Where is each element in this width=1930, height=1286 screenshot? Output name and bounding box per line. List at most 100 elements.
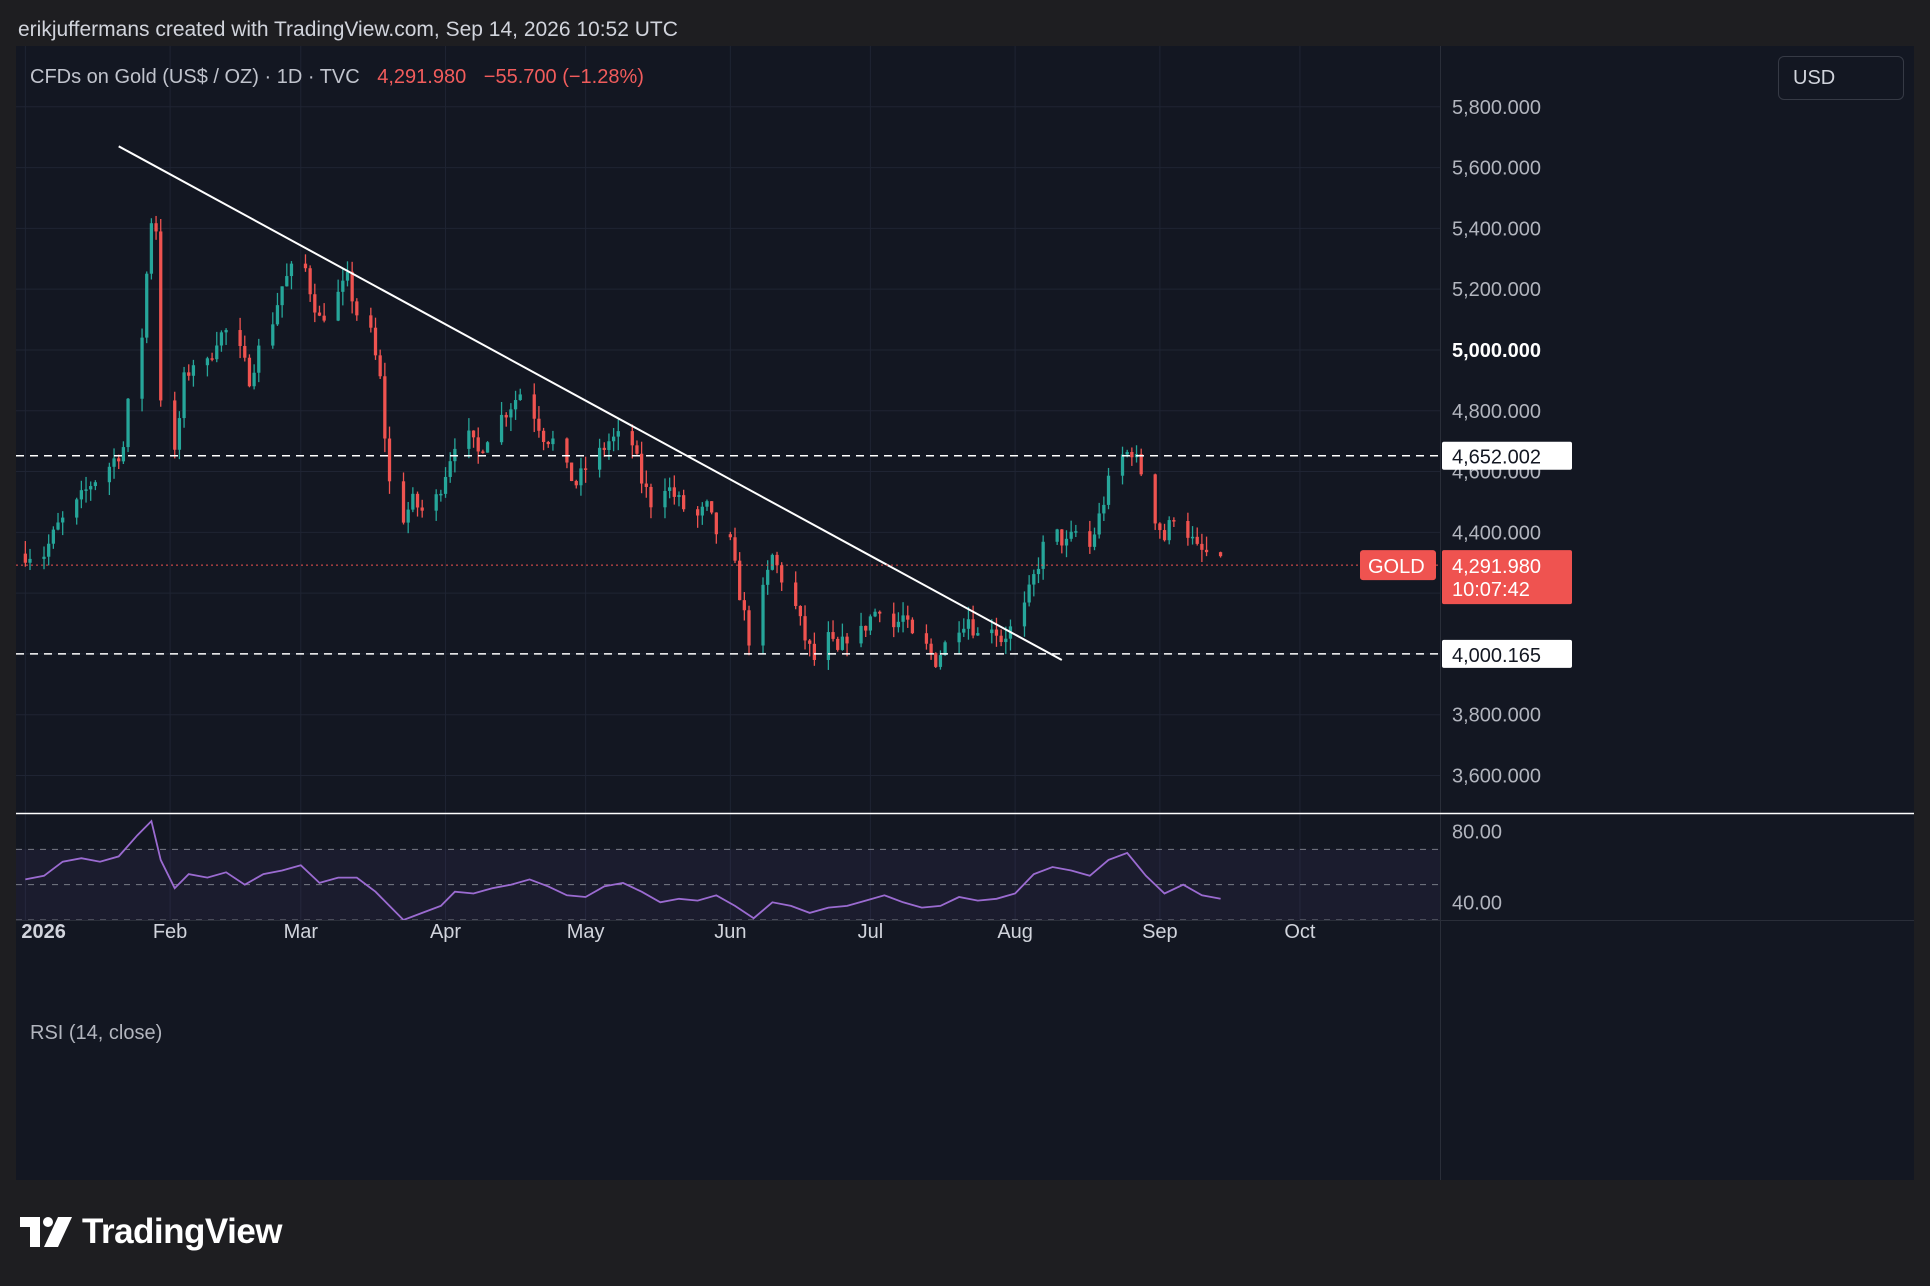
candle-body <box>1167 520 1171 541</box>
rsi-line <box>25 819 1221 922</box>
candle-body <box>1074 531 1078 533</box>
candle-body <box>1055 529 1059 542</box>
candle-body <box>999 635 1003 643</box>
last-price-label: 4,291.980 <box>1452 556 1541 578</box>
candle-body <box>892 613 896 628</box>
candle-body <box>1022 602 1027 627</box>
time-axis-tick: Jun <box>714 921 746 943</box>
candle-body <box>831 632 835 639</box>
candle-body <box>1158 523 1162 531</box>
candle-body <box>1069 531 1073 539</box>
candle-body <box>355 301 359 316</box>
candle-body <box>1004 638 1008 643</box>
candle-body <box>350 271 354 302</box>
candle-body <box>247 357 252 387</box>
candle-body <box>187 372 191 376</box>
candle-body <box>1106 475 1111 505</box>
candle-body <box>579 468 583 486</box>
candle-body <box>808 640 812 644</box>
candle-body <box>1064 538 1069 546</box>
time-axis-tick: Jul <box>858 921 884 943</box>
candle-body <box>644 483 648 487</box>
symbol-tag-box <box>1360 550 1436 581</box>
candle-body <box>934 653 938 667</box>
candle-body <box>602 447 606 451</box>
candle-body <box>121 447 126 462</box>
price-chart[interactable]: 5,800.000 5,600.000 5,400.000 5,200.000 5,00… <box>16 46 1914 1180</box>
candle-body <box>714 512 718 535</box>
candle-body <box>1041 541 1045 569</box>
candle-body <box>546 441 550 445</box>
candle-body <box>574 481 578 486</box>
candle-body <box>990 629 994 634</box>
candle-body <box>1186 521 1190 538</box>
rsi-legend: RSI (14, close) <box>30 1022 163 1044</box>
candle-body <box>79 490 83 500</box>
candle-body <box>611 436 616 442</box>
candle-body <box>938 655 943 667</box>
candle-body <box>766 569 770 585</box>
level-label: 4,000.165 <box>1452 645 1541 667</box>
candle-body <box>1218 552 1223 557</box>
candle-body <box>943 642 947 656</box>
candle-body <box>700 506 704 516</box>
candle-body <box>859 625 863 644</box>
candle-body <box>89 486 93 490</box>
tradingview-brand: TradingView <box>82 1212 283 1251</box>
candle-body <box>313 294 317 313</box>
candle-body <box>481 451 485 453</box>
candle-body <box>51 529 55 544</box>
candle-body <box>485 442 490 453</box>
candle-body <box>840 636 845 650</box>
rsi-axis-tick: 80.00 <box>1452 822 1502 844</box>
candle-body <box>971 619 975 636</box>
candle-body <box>476 437 480 452</box>
candle-body <box>742 600 746 611</box>
candle-body <box>569 462 574 482</box>
symbol-change: −55.700 (−1.28%) <box>483 66 644 88</box>
candle-body <box>345 271 350 281</box>
candle-body <box>439 493 443 496</box>
candle-body <box>387 438 392 482</box>
candle-body <box>663 490 667 508</box>
price-axis-tick: 5,000.000 <box>1452 340 1541 362</box>
candle-body <box>271 324 275 346</box>
candle-body <box>467 430 471 449</box>
candle-body <box>182 372 186 419</box>
candle-body <box>1032 574 1036 585</box>
price-axis-tick: 5,600.000 <box>1452 158 1541 180</box>
candle-body <box>443 476 448 494</box>
candle-body <box>257 345 261 373</box>
candle-body <box>845 636 849 644</box>
candle-body <box>896 621 901 628</box>
symbol-name: CFDs on Gold (US$ / OZ) · 1D · TVC <box>30 66 360 88</box>
candle-body <box>794 582 798 606</box>
candle-body <box>47 543 51 557</box>
candle-body <box>710 501 714 513</box>
candle-body <box>336 291 340 321</box>
candle-body <box>401 481 406 523</box>
candle-body <box>499 414 504 443</box>
time-axis-tick: Oct <box>1284 921 1316 943</box>
candle-body <box>635 445 639 454</box>
candle-body <box>1036 568 1041 575</box>
candle-body <box>607 441 611 451</box>
symbol-price: 4,291.980 <box>377 66 467 88</box>
candle-body <box>1027 584 1031 603</box>
candle-body <box>537 418 541 431</box>
candle-body <box>761 584 765 646</box>
candle-body <box>373 327 378 356</box>
countdown-label: 10:07:42 <box>1452 579 1530 601</box>
time-axis-tick: 2026 <box>21 921 66 943</box>
currency-selector[interactable]: USD <box>1778 56 1904 100</box>
tradingview-logo[interactable]: TradingView <box>20 1212 283 1252</box>
chart-frame: 5,800.000 5,600.000 5,400.000 5,200.000 5,00… <box>16 46 1914 1180</box>
candle-body <box>224 330 228 333</box>
candle-body <box>513 400 518 410</box>
candle-body <box>1097 513 1101 535</box>
candle-body <box>1102 504 1106 514</box>
candle-body <box>836 638 840 650</box>
candle-body <box>341 280 345 292</box>
candle-body <box>308 268 312 295</box>
candle-body <box>1125 452 1129 455</box>
